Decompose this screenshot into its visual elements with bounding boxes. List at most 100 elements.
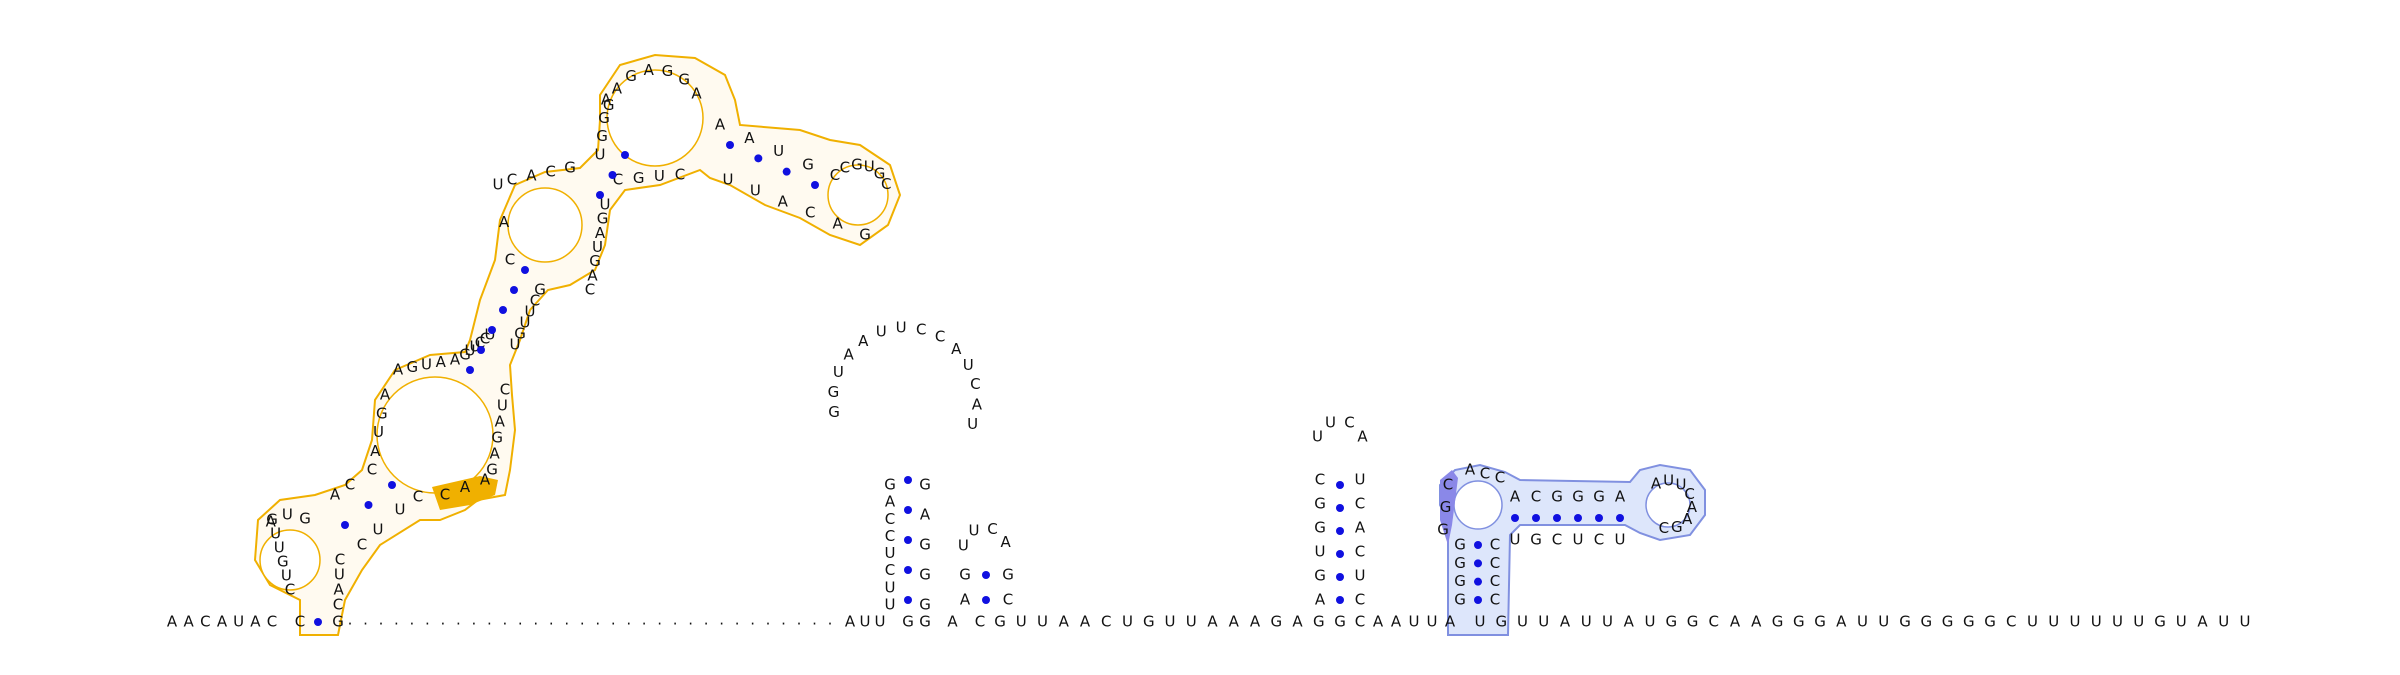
nucleotide-mid_right-9: U (1186, 613, 1197, 631)
base-pair-stemE-0 (596, 191, 604, 199)
nucleotide-hp6_top-2: C (1495, 469, 1505, 487)
nucleotide-hp2_bottom-3: A (778, 193, 789, 211)
nucleotide-stemC_3p-4: G (514, 325, 526, 343)
nucleotide-stemC_5p-4: U (465, 342, 476, 360)
base-pair-stemC-0 (521, 266, 529, 274)
nucleotide-hp3_loop-2: U (833, 363, 844, 381)
nucleotide-hp6_inner_top-4: G (1593, 488, 1605, 506)
nucleotide-hp2_stem_5p-3: G (802, 156, 814, 174)
nucleotide-tail_right-24: G (1984, 613, 1996, 631)
nucleotide-join_CGUC-3: C (675, 166, 685, 184)
nucleotide-hp6_inner_bottom-1: C (1594, 531, 1604, 549)
nucleotide-hp3_loop-4: A (858, 332, 869, 350)
nucleotide-dots_region-2: . (379, 611, 384, 629)
nucleotide-stemC_5p-0: U (485, 326, 496, 344)
base-pair-stemC-2 (499, 306, 507, 314)
nucleotide-hp3_5p-4: C (885, 527, 895, 545)
nucleotide-hp6_loop-0: A (1651, 475, 1662, 493)
base-pair-hp5-1 (1336, 504, 1344, 512)
nucleotide-loopE_left-3: A (601, 91, 612, 109)
nucleotide-hp4_5p-0: G (959, 566, 971, 584)
orange-loop-1 (259, 529, 321, 591)
nucleotide-mid_right-10: A (1207, 613, 1218, 631)
nucleotide-hp2_top-4: G (874, 165, 886, 183)
base-pair-hp6-stem-1 (1474, 559, 1482, 568)
nucleotide-hp1_5p_up-4: U (270, 525, 281, 543)
nucleotide-hp6_inner_top-2: G (1551, 488, 1563, 506)
nucleotide-loopB_left-4: A (380, 386, 391, 404)
nucleotide-stemC_5p-5: G (459, 346, 471, 364)
nucleotide-loopB_top-2: U (421, 356, 432, 374)
nucleotide-tail_right-33: U (2176, 613, 2187, 631)
nucleotide-hp6_inner_bottom-4: G (1530, 531, 1542, 549)
nucleotide-loopD_right-3: U (592, 238, 603, 256)
base-pair-hp4-0 (982, 571, 990, 579)
nucleotide-stemA_5p-1: C (345, 476, 355, 494)
nucleotide-hp2_top-3: U (864, 158, 875, 176)
base-pair-hp4-1 (982, 596, 990, 604)
nucleotide-dots_region-4: . (410, 611, 415, 629)
nucleotide-hp5_5p-0: A (1315, 591, 1326, 609)
nucleotide-hp4_loop-3: A (1001, 533, 1012, 551)
nucleotide-after_hp5-5: A (1445, 613, 1456, 631)
nucleotide-hp3_3p-1: A (920, 506, 931, 524)
orange-loop-2 (376, 376, 494, 494)
base-pair-hp2-2 (782, 167, 791, 176)
base-pair-hp3-0 (904, 476, 912, 484)
base-pair-layer (314, 141, 1624, 626)
nucleotide-baseline_left-4: U (233, 613, 244, 631)
nucleotide-after_hp5-1: A (1373, 613, 1384, 631)
nucleotide-loopE_left-2: G (598, 109, 610, 127)
nucleotide-hp3_loop-1: G (828, 383, 840, 401)
nucleotide-loopB_u-0: U (395, 501, 406, 519)
nucleotide-tail_right-25: C (2006, 613, 2016, 631)
nucleotide-loopB_left-0: C (367, 461, 377, 479)
base-pair-hp6-arm-0 (1511, 514, 1519, 522)
nucleotide-dots_region-13: . (549, 611, 554, 629)
nucleotide-stemC_3p-3: U (520, 314, 531, 332)
base-pair-hp6-arm-2 (1553, 514, 1561, 522)
nucleotide-loopB_left-1: A (370, 442, 381, 460)
nucleotide-hp4_loop-1: U (969, 521, 980, 539)
nucleotide-hp6_strong-0: G (1437, 521, 1449, 539)
nucleotide-loopB_right-0: C (500, 381, 510, 399)
nucleotide-loopB_top-3: A (436, 353, 447, 371)
nucleotide-mid_right-2: U (1037, 613, 1048, 631)
nucleotide-tail_right-9: G (1665, 613, 1677, 631)
nucleotide-tail_right-18: U (1857, 613, 1868, 631)
base-pair-stemC-5 (466, 366, 474, 374)
nucleotide-hp5_3p-3: C (1355, 543, 1365, 561)
nucleotide-hp3_5p-7: G (884, 476, 896, 494)
nucleotide-tail_right-2: U (1517, 613, 1528, 631)
base-pair-hp6-arm-4 (1595, 514, 1603, 522)
nucleotide-loopB_right-4: A (489, 445, 500, 463)
nucleotide-mid_right-15: G (1313, 613, 1325, 631)
base-pair-stemC-3 (488, 326, 496, 334)
nucleotide-hp1_3p_down-0: C (335, 551, 345, 569)
nucleotide-loopB_top-4: A (450, 351, 461, 369)
base-pair-stemA-2 (388, 481, 396, 489)
nucleotide-tail_right-8: U (1645, 613, 1656, 631)
nucleotide-tail_right-22: G (1942, 613, 1954, 631)
nucleotide-after_hp5-3: U (1409, 613, 1420, 631)
nucleotide-hp6_3p_stem-0: C (1490, 536, 1500, 554)
nucleotide-tail_right-7: A (1624, 613, 1635, 631)
base-pair-hp3-4 (904, 596, 912, 604)
nucleotide-mid_left-2: U (875, 613, 886, 631)
base-pair-stemC-1 (510, 286, 518, 294)
nucleotide-tail_right-15: G (1793, 613, 1805, 631)
nucleotide-hp4_3p-1: C (1003, 591, 1013, 609)
nucleotide-hp1_closing-0: C (295, 613, 305, 631)
nucleotide-tail_right-30: U (2112, 613, 2123, 631)
blue-strong-segment (1440, 470, 1458, 545)
nucleotide-join_CGUC-1: G (633, 169, 645, 187)
nucleotide-loopE_left-1: G (596, 127, 608, 145)
nucleotide-baseline_left-0: A (167, 613, 178, 631)
nucleotide-mid_right-6: U (1122, 613, 1133, 631)
nucleotide-dots_region-12: . (533, 611, 538, 629)
nucleotide-hp6_top-1: C (1480, 465, 1490, 483)
base-pair-hp3-1 (904, 506, 912, 514)
base-pair-hp6-arm-1 (1532, 514, 1540, 522)
nucleotide-hp6_inner_bottom-0: U (1615, 531, 1626, 549)
nucleotide-hp5_3p-5: C (1355, 591, 1365, 609)
